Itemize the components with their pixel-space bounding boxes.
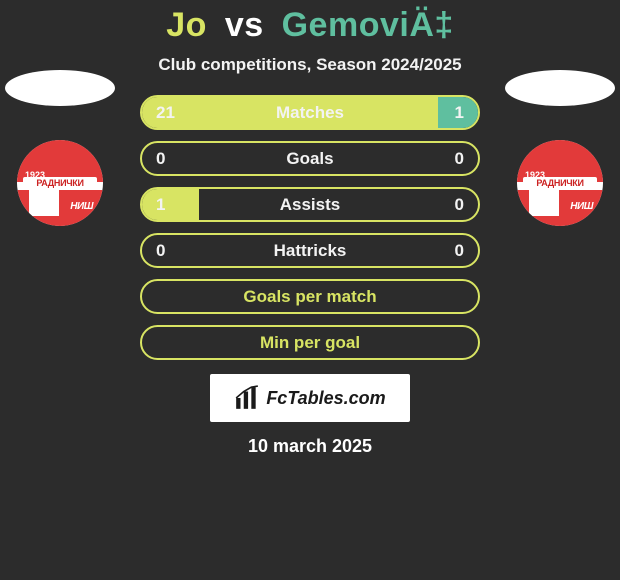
summary-row-min-per-goal: Min per goal: [140, 325, 480, 360]
player2-club-badge: 1923 РАДНИЧКИ НИШ: [517, 140, 603, 226]
stat-value-left: 21: [156, 97, 175, 128]
stat-label: Hattricks: [274, 241, 347, 261]
title: Jo vs GemoviÄ‡: [0, 6, 620, 45]
stat-label: Assists: [280, 195, 340, 215]
player2-name: GemoviÄ‡: [282, 6, 454, 44]
chart-bars-icon: [234, 385, 260, 411]
stat-row-goals: 0 0 Goals: [140, 141, 480, 176]
content-area: 1923 РАДНИЧКИ НИШ 1923 РАДНИЧКИ: [0, 95, 620, 457]
date: 10 march 2025: [0, 436, 620, 457]
stat-bars: 21 1 Matches 0 0 Goals 1 0 Assists 0 0 Hattricks Goa…: [140, 95, 480, 360]
watermark-text: FcTables.com: [266, 388, 385, 409]
stat-value-right: 1: [455, 97, 464, 128]
stat-row-assists: 1 0 Assists: [140, 187, 480, 222]
stat-value-left: 0: [156, 235, 165, 266]
badge-city: НИШ: [70, 201, 93, 212]
player1-club-badge: 1923 РАДНИЧКИ НИШ: [17, 140, 103, 226]
stat-row-matches: 21 1 Matches: [140, 95, 480, 130]
badge-city: НИШ: [570, 201, 593, 212]
stat-value-right: 0: [455, 235, 464, 266]
badge-club-name: РАДНИЧКИ: [523, 177, 597, 190]
summary-label: Goals per match: [243, 287, 376, 307]
vs-label: vs: [225, 6, 264, 44]
comparison-card: Jo vs GemoviÄ‡ Club competitions, Season…: [0, 0, 620, 457]
player1-avatar: 1923 РАДНИЧКИ НИШ: [0, 70, 120, 226]
watermark: FcTables.com: [210, 374, 410, 422]
stat-label: Matches: [276, 103, 344, 123]
stat-label: Goals: [286, 149, 333, 169]
stat-value-left: 0: [156, 143, 165, 174]
stat-value-left: 1: [156, 189, 165, 220]
bar-fill-left: [142, 189, 199, 220]
badge-club-name: РАДНИЧКИ: [23, 177, 97, 190]
stat-row-hattricks: 0 0 Hattricks: [140, 233, 480, 268]
stat-value-right: 0: [455, 143, 464, 174]
player2-silhouette: [505, 70, 615, 106]
player2-avatar: 1923 РАДНИЧКИ НИШ: [500, 70, 620, 226]
summary-label: Min per goal: [260, 333, 360, 353]
summary-row-goals-per-match: Goals per match: [140, 279, 480, 314]
stat-value-right: 0: [455, 189, 464, 220]
badge-castle-icon: [29, 190, 59, 216]
player1-silhouette: [5, 70, 115, 106]
badge-castle-icon: [529, 190, 559, 216]
player1-name: Jo: [166, 6, 207, 44]
